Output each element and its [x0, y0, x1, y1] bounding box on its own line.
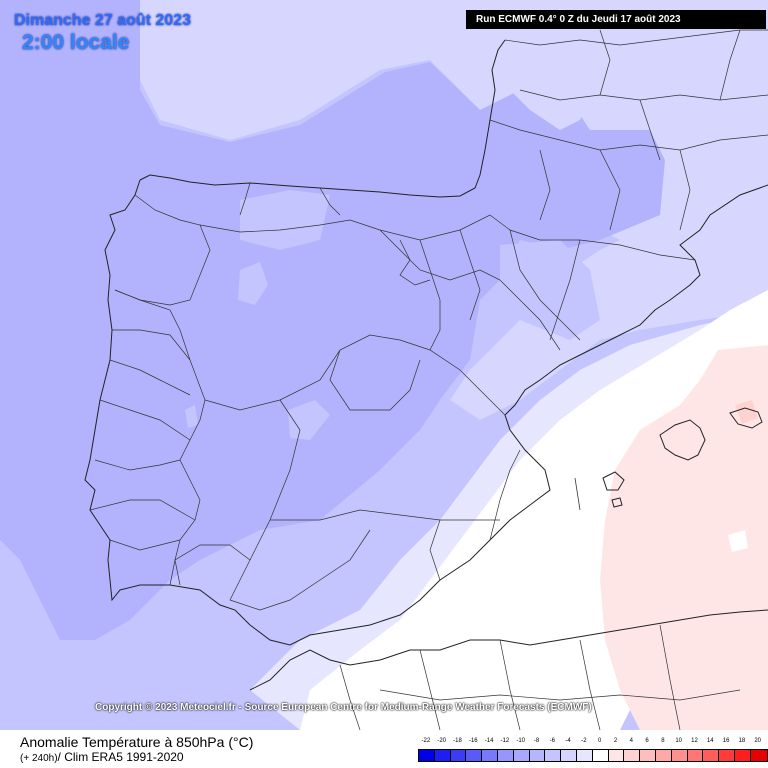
legend-label: -4: [565, 738, 571, 744]
legend-label: -16: [468, 738, 478, 744]
legend-label: -6: [549, 738, 555, 744]
anomaly-zone-minus-4-east: [450, 180, 768, 420]
legend-swatch: [561, 750, 577, 761]
anomaly-zone-plus-2: [600, 345, 768, 730]
copyright-notice: Copyright © 2023 Meteociel.fr - Source E…: [95, 702, 592, 713]
anomaly-zone-minus-8-west: [0, 0, 665, 640]
isoline-fragment: [574, 477, 581, 511]
anomaly-zone-minus-6-patch-inland-2: [288, 400, 330, 440]
administrative-borders: [89, 182, 696, 611]
legend-swatch: [529, 750, 546, 761]
legend-swatch: [608, 750, 625, 761]
anomaly-zone-minus-6-patch-northeast: [500, 240, 600, 340]
legend-swatch: [734, 750, 751, 761]
anomaly-zone-zero-patch: [728, 530, 748, 552]
legend-swatch: [750, 750, 767, 761]
anomaly-map-canvas: [0, 0, 768, 730]
forecast-local-time: 2:00 locale: [22, 31, 130, 54]
anomaly-zone-minus-6-patch-inland-1: [238, 262, 268, 305]
legend-swatch: [434, 750, 451, 761]
legend-bar: [418, 749, 768, 762]
legend-swatch: [482, 750, 498, 761]
map-footer: Anomalie Température à 850hPa (°C) (+ 24…: [0, 730, 768, 768]
menorca-coastline: [729, 407, 763, 429]
climatology-reference: / Clim ERA5 1991-2020: [57, 750, 184, 764]
legend-label: -10: [516, 738, 526, 744]
legend-swatch: [671, 750, 688, 761]
legend-label: -8: [533, 738, 540, 744]
legend-label: -2: [581, 738, 587, 744]
legend-swatch: [497, 750, 514, 761]
legend-label: 10: [675, 738, 683, 744]
color-legend: -22 -20 -18 -16 -14 -12 -10 -8 -6 -4 -2 0 2 4 6 8 10 12 14…: [418, 738, 768, 764]
anomaly-zone-minus-6-patch-portugal: [185, 405, 198, 428]
coastlines: [84, 39, 768, 691]
legend-swatch: [624, 750, 641, 761]
anomaly-zone-plus-2-core: [735, 400, 758, 424]
formentera-coastline: [611, 497, 623, 508]
legend-labels: -22 -20 -18 -16 -14 -12 -10 -8 -6 -4 -2 0 2 4 6 8 10 12 14…: [418, 738, 768, 748]
legend-label: -14: [484, 738, 494, 744]
legend-label: -22: [421, 738, 431, 744]
map-subtitle: (+ 240h)/ Clim ERA5 1991-2020: [20, 750, 184, 764]
ibiza-coastline: [602, 471, 625, 491]
legend-label: 14: [706, 738, 714, 744]
map-title: Anomalie Température à 850hPa (°C): [20, 734, 254, 750]
north-africa-coastline: [249, 609, 768, 691]
legend-label: 8: [661, 738, 665, 744]
legend-swatch: [545, 750, 562, 761]
anomaly-zone-minus-6-patch-north-coast: [240, 190, 330, 250]
legend-swatch: [419, 750, 435, 761]
legend-swatch: [719, 750, 735, 761]
forecast-lead-time: (+ 240h): [20, 753, 58, 764]
legend-label: 4: [629, 738, 633, 744]
legend-swatch: [703, 750, 720, 761]
forecast-date: Dimanche 27 août 2023: [14, 12, 191, 29]
legend-swatch: [687, 750, 704, 761]
legend-label: 6: [645, 738, 649, 744]
north-africa-borders: [339, 624, 741, 730]
legend-label: -12: [500, 738, 510, 744]
legend-label: -18: [453, 738, 462, 744]
anomaly-zone-minus-6-patch-north: [380, 0, 768, 130]
legend-swatch: [640, 750, 656, 761]
legend-label: 2: [613, 738, 618, 744]
legend-swatch: [576, 750, 593, 761]
legend-swatch: [466, 750, 483, 761]
legend-label: 0: [598, 738, 602, 744]
legend-label: 16: [722, 738, 730, 744]
legend-swatch: [513, 750, 530, 761]
legend-label: 12: [691, 738, 698, 744]
legend-swatch: [655, 750, 672, 761]
model-run-banner: Run ECMWF 0.4° 0 Z du Jeudi 17 août 2023: [466, 10, 766, 29]
mallorca-coastline: [659, 419, 706, 461]
france-borders: [489, 29, 768, 231]
legend-label: -20: [437, 738, 447, 744]
iberia-coastline: [84, 39, 768, 646]
legend-label: 18: [738, 738, 746, 744]
legend-swatch: [450, 750, 467, 761]
legend-label: 20: [754, 738, 762, 744]
legend-swatch: [592, 750, 609, 761]
